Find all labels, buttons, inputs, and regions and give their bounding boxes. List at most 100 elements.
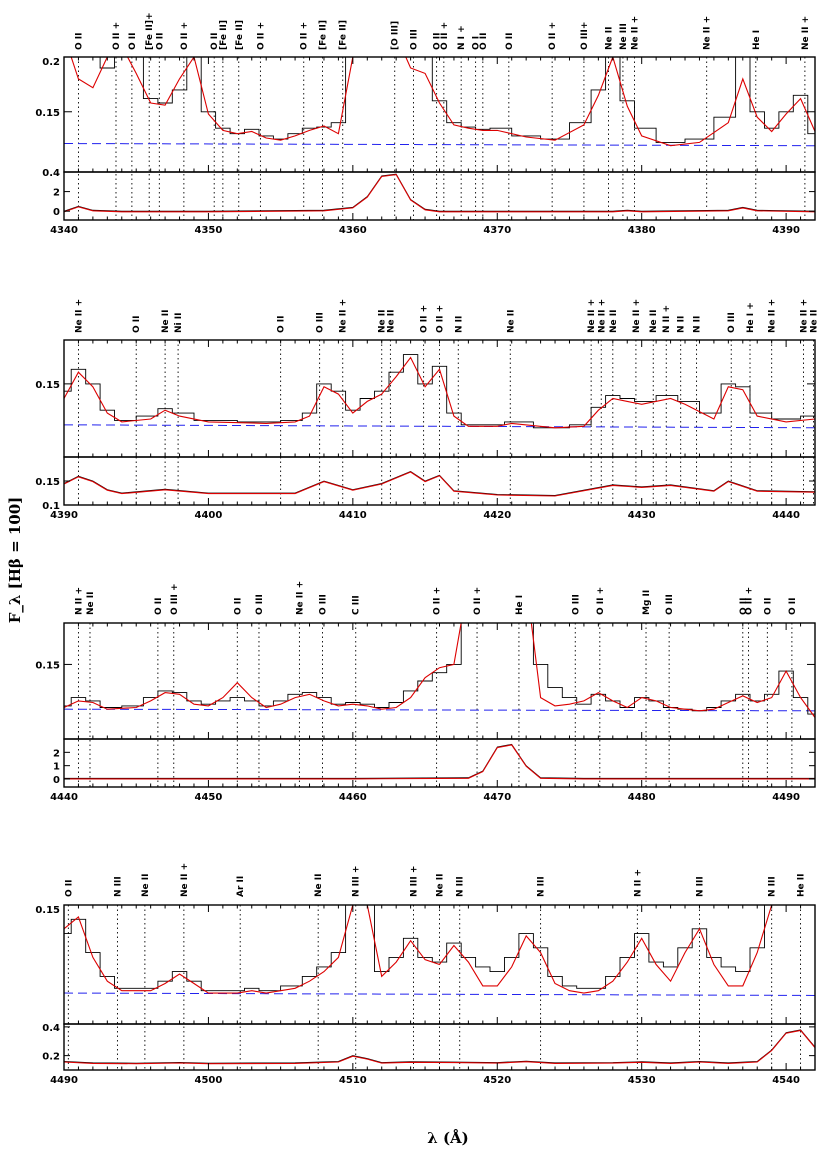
line-label: C III <box>352 595 362 615</box>
line-label: O II + <box>112 22 122 50</box>
y-tick-label: 0.15 <box>35 108 60 119</box>
panel-4: O II N III Ne II Ne II + Ar II Ne II N III + N … <box>35 863 816 1086</box>
line-label: O II + <box>473 587 483 615</box>
line-label: He I + <box>746 302 756 333</box>
line-label: N II <box>693 316 703 333</box>
x-tick-label: 4530 <box>628 1075 656 1086</box>
line-label: He II <box>797 874 807 897</box>
line-label: Ne II + <box>339 299 349 333</box>
x-tick-label: 4390 <box>50 510 78 521</box>
y-tick-label: 0.15 <box>35 905 60 916</box>
line-label: Ne II + <box>295 581 305 615</box>
observed-spectrum <box>64 354 815 429</box>
line-label: Ne II <box>604 27 614 50</box>
y-tick-label: 2 <box>53 188 60 199</box>
x-tick-label: 4460 <box>339 792 367 803</box>
line-label: Ni II <box>174 313 184 333</box>
line-label: O III + <box>170 583 180 615</box>
x-tick-label: 4420 <box>483 510 511 521</box>
x-tick-label: 4400 <box>195 510 223 521</box>
line-label: Ne II <box>436 874 446 897</box>
line-label: N III <box>768 876 778 897</box>
line-label: O III <box>571 594 581 615</box>
line-label: O II <box>788 598 798 615</box>
x-tick-label: 4500 <box>195 1075 223 1086</box>
x-tick-label: 4380 <box>628 225 656 236</box>
line-label: N II <box>454 316 464 333</box>
model-spectrum <box>64 356 815 429</box>
x-tick-label: 4490 <box>772 792 800 803</box>
observed-full-spectrum <box>64 173 815 212</box>
line-label: Ne II <box>161 310 171 333</box>
line-label: Ne II + <box>801 16 811 50</box>
line-label: Ne II <box>386 310 396 333</box>
line-label: N III <box>695 876 705 897</box>
line-label: O II + <box>596 587 606 615</box>
line-label: Ne II + <box>799 299 809 333</box>
y-tick-label: 0.2 <box>42 1052 60 1063</box>
y-tick-label: 0.2 <box>42 57 60 68</box>
line-label: O I <box>472 36 482 50</box>
line-label: O II + <box>436 305 446 333</box>
line-label: Ne II <box>86 592 96 615</box>
line-label: Ne II <box>378 310 388 333</box>
bottom-frame <box>63 171 816 221</box>
line-label: O II <box>155 33 165 50</box>
line-label: [Fe II] <box>235 20 245 50</box>
line-label: N II + <box>74 587 84 615</box>
x-tick-label: 4490 <box>50 1075 78 1086</box>
line-label: O II <box>505 33 515 50</box>
model-spectrum <box>64 905 815 994</box>
line-label: Ne II <box>506 310 516 333</box>
x-tick-label: 4350 <box>195 225 223 236</box>
x-tick-label: 4390 <box>772 225 800 236</box>
x-tick-label: 4470 <box>483 792 511 803</box>
model-spectrum <box>64 623 815 718</box>
y-tick-label: 0.15 <box>35 660 60 671</box>
panel-1: O II O II + O II [Fe II]+ O II O II + O II[Fe … <box>35 13 816 236</box>
line-label: O II <box>154 598 164 615</box>
line-label: O II <box>277 316 287 333</box>
x-tick-label: 4360 <box>339 225 367 236</box>
line-label: He I <box>515 595 525 615</box>
line-label: Ne II + <box>180 863 190 897</box>
line-label: O II <box>739 598 749 615</box>
line-label: O III <box>410 29 420 50</box>
line-label: O II + <box>440 22 450 50</box>
y-tick-label: 0.4 <box>42 1023 60 1034</box>
model-spectrum <box>70 57 815 147</box>
line-label: N III <box>456 876 466 897</box>
line-label: O II + <box>548 22 558 50</box>
line-label: O III <box>255 594 265 615</box>
y-tick-label: 2 <box>53 748 60 759</box>
line-label: O II <box>132 316 142 333</box>
observed-full-spectrum <box>64 470 815 496</box>
x-tick-label: 4410 <box>339 510 367 521</box>
panel-2: Ne II + O II Ne II Ni II O II O III Ne II + Ne … <box>35 299 817 521</box>
line-label: N II + <box>633 869 643 897</box>
line-label: Ne II + <box>74 299 84 333</box>
y-tick-label: 0.1 <box>42 501 60 512</box>
x-tick-label: 4340 <box>50 225 78 236</box>
line-label: N III + <box>352 866 362 897</box>
observed-spectrum <box>99 57 815 143</box>
line-label: O II <box>763 598 773 615</box>
line-label: O II <box>233 598 243 615</box>
line-label: O II + <box>745 587 755 615</box>
model-full-spectrum <box>64 744 815 780</box>
continuum-line <box>63 143 816 147</box>
x-tick-label: 4440 <box>50 792 78 803</box>
line-label: O II <box>64 880 74 897</box>
line-label: O II + <box>433 587 443 615</box>
line-label: N III <box>537 876 547 897</box>
top-frame <box>63 622 816 740</box>
line-label: N I + <box>457 25 467 50</box>
line-label: Ne II <box>810 310 817 333</box>
line-label: Ar II <box>236 876 246 897</box>
line-label: O II <box>210 33 220 50</box>
y-tick-label: 1 <box>53 762 60 773</box>
line-label: O II <box>74 33 84 50</box>
line-label: O II + <box>256 22 266 50</box>
x-tick-label: 4450 <box>195 792 223 803</box>
